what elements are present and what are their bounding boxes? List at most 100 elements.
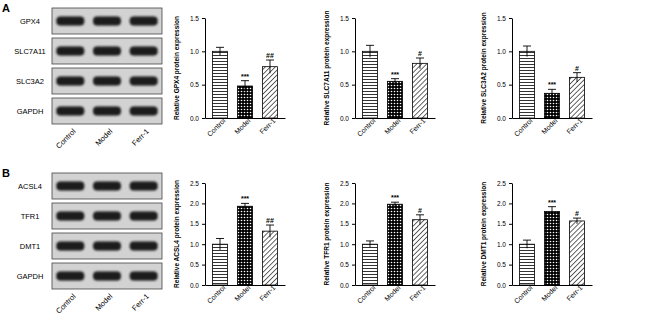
tick: Control — [206, 284, 227, 305]
x-axis: ControlModelFerr-1 — [206, 284, 286, 305]
tick: 1.5 — [340, 220, 355, 227]
error-bar-cap — [241, 203, 249, 204]
tick-mark — [202, 183, 205, 184]
tick-label: 0.5 — [190, 261, 199, 268]
error-bar — [523, 46, 531, 57]
bar — [263, 67, 278, 118]
chart: 0.00.51.01.5ControlModelFerr-1Relative G… — [173, 15, 286, 138]
blot-band — [93, 17, 121, 26]
tick-mark — [352, 85, 355, 86]
tick-label: Control — [513, 284, 534, 305]
tick-mark — [509, 203, 512, 204]
blot-strip — [52, 263, 162, 289]
chart: 0.00.51.01.52.02.5ControlModelFerr-1Rela… — [173, 180, 286, 305]
error-bar-cap — [216, 238, 224, 239]
tick-mark — [202, 18, 205, 19]
plot-area — [213, 47, 278, 118]
error-bar-stem — [527, 240, 528, 248]
x-axis: ControlModelFerr-1 — [206, 117, 286, 138]
blot-band — [130, 272, 158, 281]
tick-mark — [509, 183, 512, 184]
tick-label: Model — [233, 284, 252, 303]
panel-label: B — [2, 167, 10, 179]
protein-label: SLC3A2 — [16, 77, 44, 86]
y-axis-title: Relative ACSL4 protein expression — [173, 180, 181, 288]
tick-label: Control — [206, 117, 227, 138]
lane-label: Ferr-1 — [130, 127, 151, 148]
bar — [570, 77, 585, 118]
significance-label: ## — [266, 52, 274, 59]
bar — [413, 220, 428, 285]
tick-label: 1.5 — [497, 15, 506, 22]
tick: 0.0 — [190, 282, 205, 289]
lane-label: Control — [54, 127, 78, 151]
tick: 2.0 — [340, 200, 355, 207]
error-bar — [416, 58, 424, 69]
tick-label: 1.0 — [190, 241, 199, 248]
blot-strip — [52, 68, 162, 94]
tick-mark — [352, 18, 355, 19]
plot-area — [363, 45, 428, 118]
blot-band — [130, 17, 158, 26]
significance-label: # — [575, 210, 579, 217]
tick-label: 0.0 — [497, 282, 506, 289]
error-bar — [216, 47, 224, 55]
y-axis: 0.00.51.01.5 — [190, 15, 206, 122]
tick: Control — [513, 284, 534, 305]
y-axis: 0.00.51.01.5 — [497, 15, 513, 122]
error-bar — [523, 240, 531, 248]
tick-label: 1.0 — [497, 241, 506, 248]
bar — [263, 231, 278, 285]
chart: 0.00.51.01.5ControlModelFerr-1Relative S… — [480, 12, 593, 138]
tick-label: 1.5 — [190, 15, 199, 22]
tick-label: 2.5 — [190, 180, 199, 187]
tick: Control — [356, 284, 377, 305]
blot-band — [130, 77, 158, 86]
bar — [238, 206, 253, 285]
error-bar-stem — [420, 215, 421, 225]
tick-mark — [509, 224, 512, 225]
chart: 0.00.51.01.52.02.5ControlModelFerr-1Rela… — [480, 180, 593, 305]
error-bar-stem — [270, 225, 271, 237]
tick-mark — [352, 224, 355, 225]
error-bar-stem — [577, 73, 578, 82]
blot-band — [56, 107, 84, 116]
figure: AGPX4SLC7A11SLC3A2GAPDHControlModelFerr-… — [0, 0, 650, 328]
x-axis: ControlModelFerr-1 — [356, 284, 436, 305]
protein-label: DMT1 — [20, 242, 40, 251]
error-bar-cap — [523, 240, 531, 241]
blot-band — [93, 47, 121, 56]
axis-line — [512, 19, 513, 119]
tick-label: Ferr-1 — [565, 284, 583, 302]
error-bar-stem — [577, 218, 578, 224]
chart: 0.00.51.01.5ControlModelFerr-1Relative S… — [323, 11, 436, 138]
x-axis: ControlModelFerr-1 — [513, 284, 593, 305]
tick-label: 2.0 — [340, 200, 349, 207]
tick-label: 2.0 — [497, 200, 506, 207]
bar — [413, 63, 428, 118]
bar — [363, 51, 378, 118]
error-bar-stem — [220, 238, 221, 249]
axis-line — [512, 184, 513, 286]
error-bar-stem — [552, 89, 553, 97]
error-bar-stem — [527, 46, 528, 57]
y-axis: 0.00.51.01.5 — [340, 15, 356, 122]
tick: 0.5 — [497, 81, 512, 88]
tick: Control — [206, 117, 227, 138]
y-axis-title: Relative SLC3A2 protein expression — [480, 12, 488, 124]
bar — [388, 204, 403, 285]
error-bar-cap — [266, 225, 274, 226]
protein-label: SLC7A11 — [14, 47, 46, 56]
blot-strip — [52, 233, 162, 259]
tick: 0.5 — [190, 261, 205, 268]
tick-label: 2.5 — [497, 180, 506, 187]
tick: 0.5 — [190, 81, 205, 88]
error-bar — [241, 203, 249, 209]
axis-line — [355, 19, 356, 119]
lane-label: Ferr-1 — [130, 292, 151, 313]
blot-panel: BACSL4TFR1DMT1GAPDHControlModelFerr-1 — [2, 167, 162, 315]
blot-band — [56, 17, 84, 26]
significance-label: # — [418, 50, 422, 57]
tick-label: 0.0 — [340, 115, 349, 122]
error-bar-cap — [416, 58, 424, 59]
